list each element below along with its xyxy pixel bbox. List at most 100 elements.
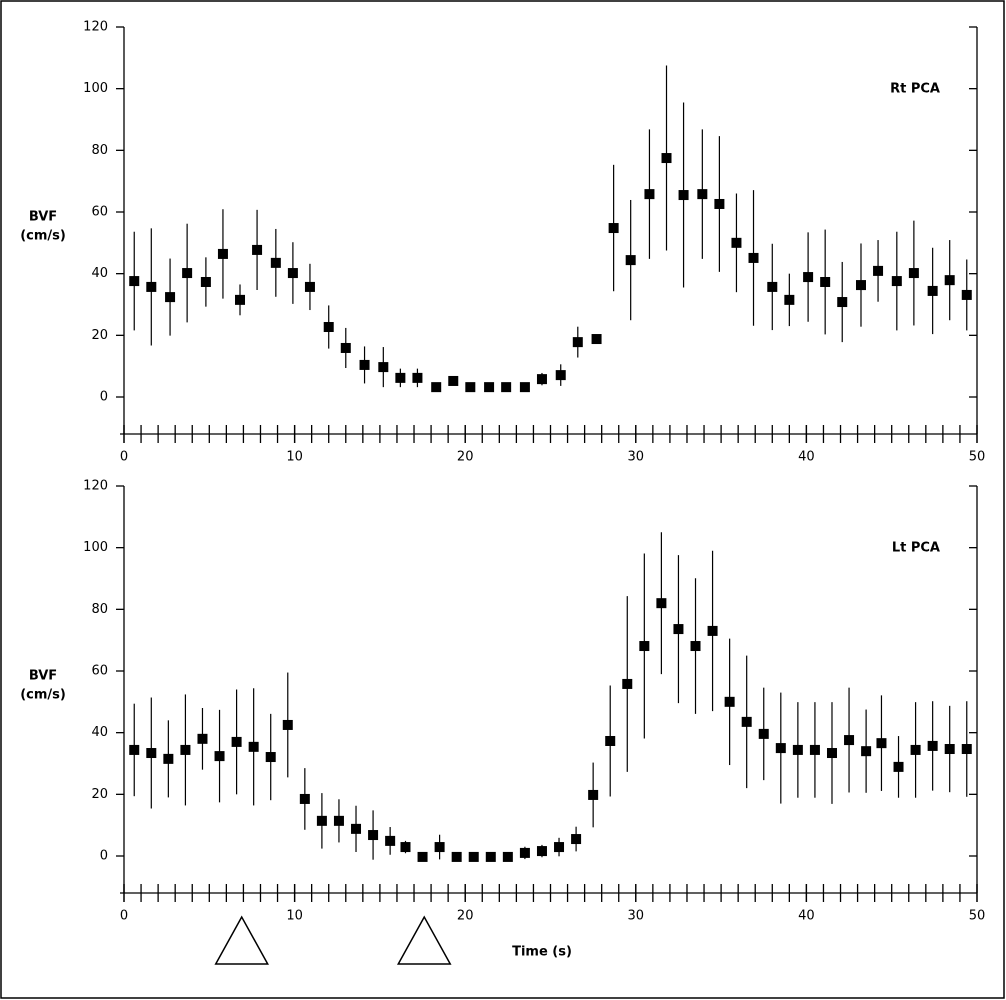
data-point (855, 280, 866, 291)
data-point (395, 372, 406, 383)
data-point (431, 382, 442, 393)
y-tick-label: 80 (91, 602, 108, 617)
data-point (826, 748, 837, 759)
y-tick-label: 60 (91, 205, 108, 220)
data-point (625, 255, 636, 266)
data-point (731, 237, 742, 248)
x-tick-label: 20 (457, 909, 474, 924)
data-point (485, 851, 496, 862)
data-point (844, 735, 855, 746)
data-point (501, 382, 512, 393)
data-point (707, 625, 718, 636)
data-point (876, 738, 887, 749)
data-point (639, 641, 650, 652)
data-point (961, 744, 972, 755)
data-point (378, 362, 389, 373)
data-point (803, 272, 814, 283)
data-point (214, 751, 225, 762)
data-point (519, 847, 530, 858)
data-point (784, 294, 795, 305)
y-tick-label: 120 (83, 479, 108, 494)
data-point (129, 276, 140, 287)
data-point (248, 741, 259, 752)
data-point (333, 815, 344, 826)
data-point (323, 322, 334, 333)
y-axis-label: (cm/s) (20, 229, 66, 244)
x-tick-label: 40 (798, 450, 815, 465)
panel-annotation: Rt PCA (890, 82, 940, 97)
data-point (180, 744, 191, 755)
x-tick-label: 50 (969, 909, 986, 924)
data-point (287, 268, 298, 279)
data-point (944, 744, 955, 755)
data-point (820, 276, 831, 287)
data-point (927, 740, 938, 751)
data-point (351, 823, 362, 834)
data-point (758, 728, 769, 739)
data-point (182, 268, 193, 279)
y-tick-label: 100 (83, 81, 108, 96)
data-point (468, 851, 479, 862)
data-point (861, 746, 872, 757)
data-point (502, 851, 513, 862)
data-point (465, 382, 476, 393)
data-point (622, 678, 633, 689)
data-point (217, 248, 228, 259)
data-point (412, 372, 423, 383)
y-tick-label: 20 (91, 787, 108, 802)
data-point (555, 370, 566, 381)
data-point (837, 297, 848, 308)
data-point (385, 835, 396, 846)
event-marker (214, 915, 269, 965)
data-point (644, 189, 655, 200)
x-tick-label: 30 (628, 450, 645, 465)
data-point (767, 281, 778, 292)
x-axis-label: Time (s) (512, 945, 572, 960)
data-point (163, 753, 174, 764)
data-point (809, 744, 820, 755)
x-tick-label: 0 (120, 909, 128, 924)
data-point (146, 748, 157, 759)
data-point (678, 190, 689, 201)
data-point (316, 815, 327, 826)
data-point (554, 842, 565, 853)
data-point (536, 374, 547, 385)
y-tick-label: 100 (83, 540, 108, 555)
event-marker (396, 915, 452, 965)
y-axis-label: BVF (29, 669, 57, 684)
data-point (282, 719, 293, 730)
data-point (588, 789, 599, 800)
x-tick-label: 40 (798, 909, 815, 924)
data-point (908, 268, 919, 279)
data-point (265, 752, 276, 763)
data-point (891, 276, 902, 287)
data-point (235, 294, 246, 305)
y-tick-label: 40 (91, 725, 108, 740)
data-point (484, 382, 495, 393)
data-point (252, 244, 263, 255)
data-point (656, 598, 667, 609)
y-tick-label: 0 (100, 390, 108, 405)
data-point (448, 375, 459, 386)
y-tick-label: 40 (91, 266, 108, 281)
y-axis-label: BVF (29, 210, 57, 225)
data-point (340, 342, 351, 353)
data-point (417, 851, 428, 862)
x-tick-label: 30 (628, 909, 645, 924)
data-point (129, 744, 140, 755)
data-point (961, 289, 972, 300)
data-point (697, 189, 708, 200)
data-point (368, 830, 379, 841)
data-point (927, 285, 938, 296)
data-point (200, 276, 211, 287)
data-point (608, 223, 619, 234)
x-tick-label: 20 (457, 450, 474, 465)
data-point (519, 382, 530, 393)
data-point (690, 641, 701, 652)
x-tick-label: 10 (286, 909, 303, 924)
data-point (400, 842, 411, 853)
data-point (536, 846, 547, 857)
data-point (359, 359, 370, 370)
